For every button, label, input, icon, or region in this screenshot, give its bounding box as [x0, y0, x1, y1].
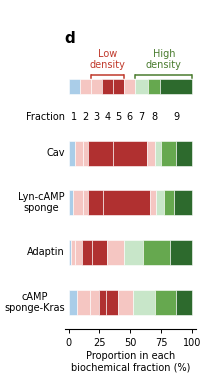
Bar	[154, 290, 175, 314]
Text: Fraction: Fraction	[26, 112, 64, 123]
Bar	[89, 290, 99, 314]
Bar	[71, 240, 74, 265]
Text: Low
density: Low density	[89, 49, 125, 70]
Text: 4: 4	[104, 112, 110, 123]
Text: 2: 2	[82, 112, 88, 123]
Bar	[154, 141, 161, 166]
Bar	[118, 290, 132, 314]
Bar	[88, 141, 113, 166]
Bar	[163, 190, 173, 215]
Text: 5: 5	[115, 112, 121, 123]
Bar	[105, 290, 118, 314]
Text: 8: 8	[150, 112, 156, 123]
Text: 6: 6	[126, 112, 132, 123]
X-axis label: Proportion in each
biochemical fraction (%): Proportion in each biochemical fraction …	[70, 351, 189, 373]
Bar	[79, 79, 90, 93]
Text: 1: 1	[71, 112, 77, 123]
Text: Cav: Cav	[46, 148, 64, 158]
Bar	[106, 240, 124, 265]
Bar	[68, 290, 77, 314]
Text: 3: 3	[93, 112, 99, 123]
Bar	[142, 240, 169, 265]
Text: cAMP
sponge-Kras: cAMP sponge-Kras	[4, 292, 64, 313]
Bar	[124, 240, 142, 265]
Text: Adaptin: Adaptin	[27, 247, 64, 257]
Bar	[74, 240, 82, 265]
Bar	[146, 141, 154, 166]
Text: High
density: High density	[145, 49, 181, 70]
Text: d: d	[64, 31, 75, 46]
Bar	[74, 141, 83, 166]
Bar	[77, 290, 89, 314]
Bar	[68, 190, 73, 215]
Bar	[101, 79, 113, 93]
Bar	[156, 190, 163, 215]
Text: 9: 9	[172, 112, 178, 123]
Bar	[150, 190, 156, 215]
Bar	[175, 290, 192, 314]
Bar	[135, 79, 147, 93]
Bar	[92, 240, 106, 265]
Bar	[147, 79, 159, 93]
Text: 7: 7	[138, 112, 144, 123]
Bar	[113, 79, 124, 93]
Bar	[175, 141, 192, 166]
Bar	[82, 240, 92, 265]
Bar	[83, 141, 88, 166]
Bar	[73, 190, 83, 215]
Bar	[159, 79, 192, 93]
Bar	[68, 79, 79, 93]
Bar	[161, 141, 175, 166]
Bar	[169, 240, 192, 265]
Bar	[103, 190, 150, 215]
Bar	[173, 190, 192, 215]
Bar	[68, 141, 74, 166]
Text: Lyn-cAMP
sponge: Lyn-cAMP sponge	[18, 192, 64, 213]
Bar	[113, 141, 146, 166]
Bar	[88, 190, 103, 215]
Bar	[90, 79, 101, 93]
Bar	[124, 79, 135, 93]
Bar	[132, 290, 154, 314]
Bar	[83, 190, 88, 215]
Bar	[99, 290, 105, 314]
Bar	[68, 240, 71, 265]
